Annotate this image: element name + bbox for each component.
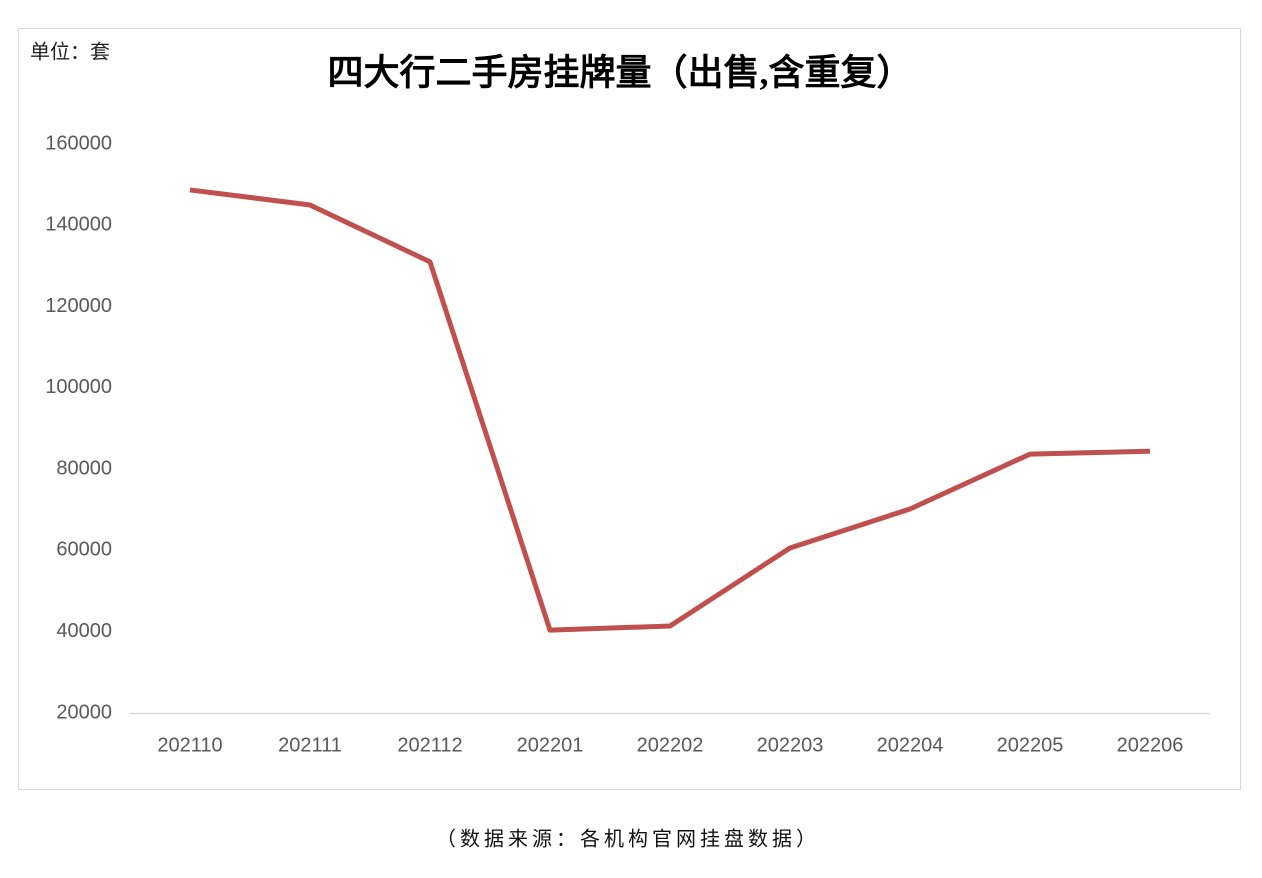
x-tick-label: 202204 [877, 734, 944, 756]
unit-label: 单位：套 [30, 41, 110, 64]
y-tick-label: 80000 [56, 457, 112, 479]
x-tick-label: 202110 [157, 734, 222, 756]
x-tick-label: 202111 [278, 734, 342, 756]
x-tick-label: 202201 [517, 734, 584, 756]
y-tick-label: 160000 [45, 132, 112, 154]
x-tick-label: 202112 [397, 734, 462, 756]
x-tick-label: 202206 [1117, 734, 1184, 756]
chart-title: 四大行二手房挂牌量（出售,含重复） [327, 52, 912, 92]
y-tick-label: 100000 [45, 376, 112, 398]
x-tick-label: 202202 [637, 734, 704, 756]
y-tick-label: 20000 [56, 701, 112, 723]
chart-frame [18, 28, 1241, 790]
y-tick-label: 60000 [56, 539, 112, 561]
data-line [189, 187, 1151, 633]
y-tick-label: 40000 [56, 620, 112, 642]
y-tick-label: 120000 [45, 295, 112, 317]
y-tick-label: 140000 [45, 214, 112, 236]
x-tick-label: 202205 [997, 734, 1064, 756]
source-note: （数据来源：各机构官网挂盘数据） [436, 827, 820, 850]
x-tick-label: 202203 [757, 734, 824, 756]
